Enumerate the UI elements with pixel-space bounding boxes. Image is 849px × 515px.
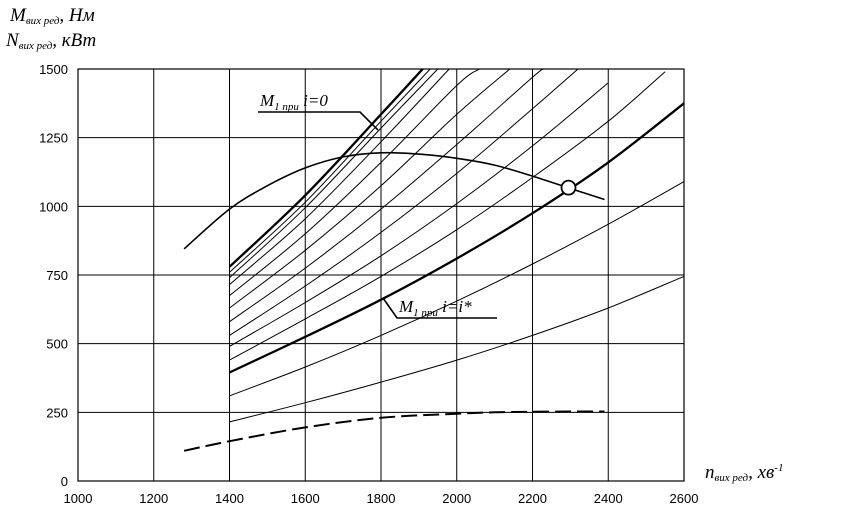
x-tick-label: 2000 xyxy=(442,491,471,506)
axis-labels: Mвих ред, Нм Nвих ред, кВт nвих ред, хв-… xyxy=(5,5,783,484)
annotation-leader-istar xyxy=(382,297,497,319)
x-tick-label: 1200 xyxy=(139,491,168,506)
y-tick-label: 0 xyxy=(61,474,68,489)
x-axis-label: nвих ред, хв-1 xyxy=(705,462,783,484)
series-line-6 xyxy=(229,68,579,336)
series-line-11 xyxy=(229,68,439,279)
grid xyxy=(77,68,685,482)
annotation-m1-i0: M1 при i=0 xyxy=(259,91,328,113)
intersection-marker xyxy=(560,179,577,196)
plot-frame xyxy=(77,68,685,482)
annotation-m1-istar: M1 при i=i* xyxy=(398,297,472,319)
series-line-1 xyxy=(229,275,685,423)
series-line-13 xyxy=(228,68,424,268)
series-line-14 xyxy=(183,151,605,250)
series-group xyxy=(183,68,685,452)
series-line-4 xyxy=(229,71,666,361)
series-line-2 xyxy=(229,181,685,397)
series-line-5 xyxy=(229,82,609,347)
x-tick-label: 2600 xyxy=(670,491,699,506)
x-tick-label: 1400 xyxy=(215,491,244,506)
x-tick-label: 2400 xyxy=(594,491,623,506)
y-tick-label: 250 xyxy=(46,405,68,420)
y-axis-label-power: Nвих ред, кВт xyxy=(5,30,96,52)
series-line-8 xyxy=(229,68,511,309)
annotation-leader-i0 xyxy=(258,111,379,131)
x-tick-label: 1600 xyxy=(291,491,320,506)
series-line-15 xyxy=(183,410,605,452)
y-tick-label: 1250 xyxy=(39,131,68,146)
x-tick-label: 1000 xyxy=(64,491,93,506)
tick-labels: 1000 1200 1400 1600 1800 2000 2200 2400 2600 0 250… xyxy=(39,62,698,506)
y-tick-label: 1000 xyxy=(39,199,68,214)
series-line-10 xyxy=(229,68,450,285)
y-tick-label: 750 xyxy=(46,268,68,283)
series-line-7 xyxy=(229,68,545,323)
x-tick-label: 1800 xyxy=(367,491,396,506)
y-axis-label-torque: Mвих ред, Нм xyxy=(9,5,95,27)
y-tick-label: 500 xyxy=(46,337,68,352)
x-tick-label: 2200 xyxy=(518,491,547,506)
series-line-12 xyxy=(229,68,431,273)
annotations: M1 при i=0 M1 при i=i* xyxy=(258,91,497,319)
series-line-3 xyxy=(229,102,685,374)
y-tick-label: 1500 xyxy=(39,62,68,77)
series-line-9 xyxy=(229,68,480,296)
